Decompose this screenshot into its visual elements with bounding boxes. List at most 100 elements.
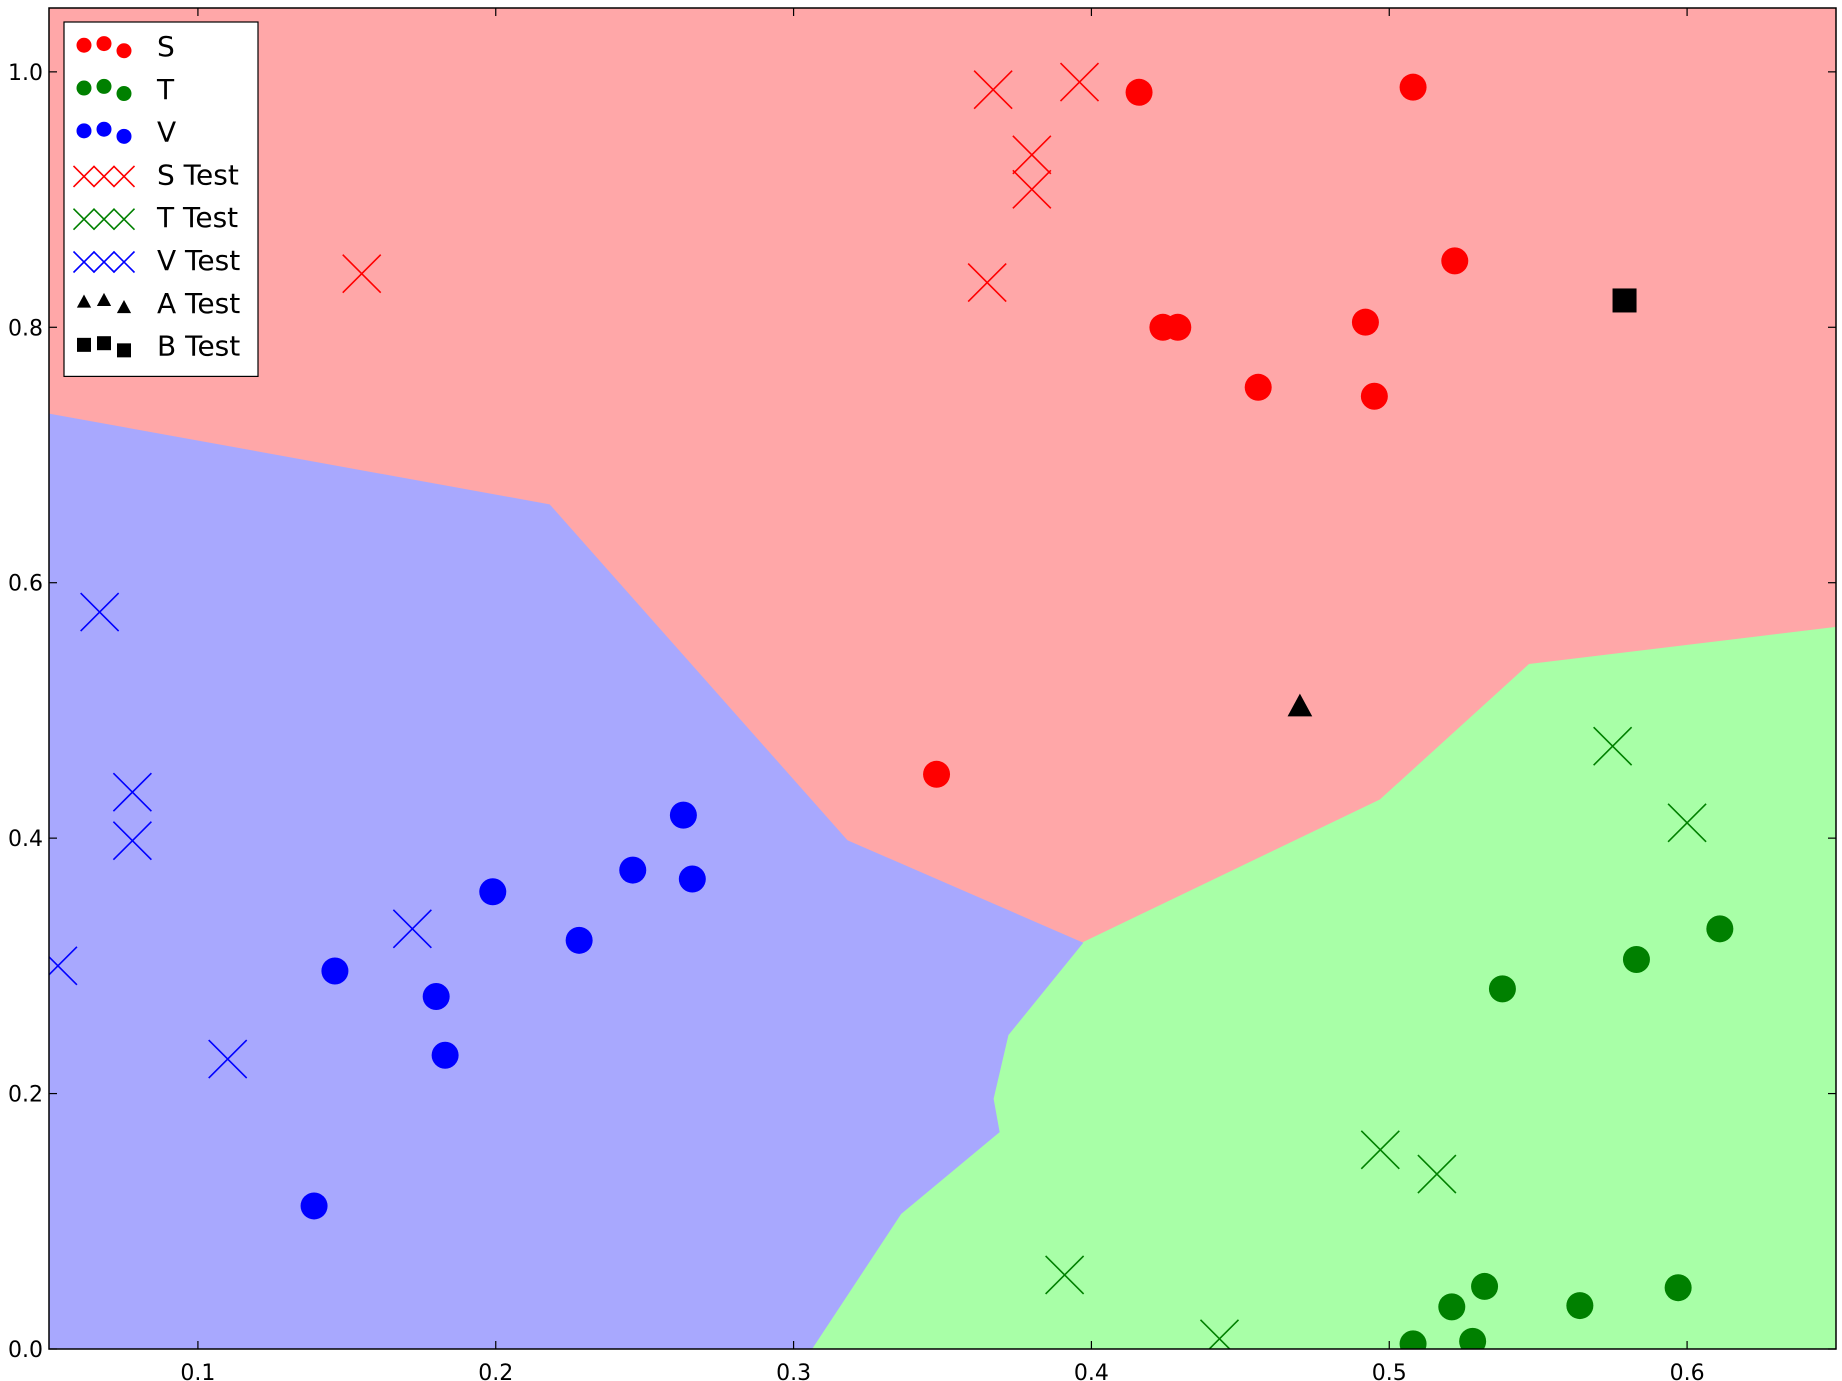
point-t — [1438, 1293, 1466, 1321]
legend-marker-s-test — [92, 165, 116, 188]
legend-marker-a-test — [96, 292, 112, 307]
legend-label-s-test: S Test — [157, 158, 239, 191]
legend-label-v-test: V Test — [157, 244, 240, 277]
point-t-test — [1593, 726, 1633, 766]
point-s — [1441, 247, 1469, 275]
legend-marker-b-test — [117, 343, 131, 358]
point-t — [1706, 915, 1734, 943]
legend-marker-a-test — [76, 294, 92, 308]
y-tick-label: 1.0 — [8, 61, 43, 86]
point-t — [1459, 1327, 1487, 1349]
point-v — [678, 865, 706, 893]
legend-marker-b-test — [97, 336, 111, 351]
legend-marker-b-test — [77, 337, 91, 352]
x-tick-label: 0.3 — [776, 1361, 811, 1381]
legend-label-b-test: B Test — [157, 330, 240, 363]
legend-entry-b-test: B Test — [77, 330, 240, 363]
point-s — [1125, 78, 1153, 106]
legend-marker-s — [116, 43, 132, 59]
x-tick-label: 0.4 — [1074, 1361, 1109, 1381]
point-s — [1244, 373, 1272, 401]
point-t-test — [1667, 803, 1707, 843]
point-t — [1566, 1292, 1594, 1320]
point-s-test — [1012, 135, 1052, 175]
point-s-test — [1012, 169, 1052, 209]
y-tick-label: 0.8 — [8, 316, 43, 341]
axis-ticks: 0.1 0.2 0.3 0.4 0.5 0.6 0.0 0.2 0.4 0.6 0.8 1.0 — [8, 8, 1836, 1381]
point-v-test — [49, 946, 78, 986]
point-v — [565, 926, 593, 954]
legend-marker-t — [76, 80, 92, 96]
point-t — [1488, 975, 1516, 1003]
point-v — [422, 983, 450, 1011]
x-tick-label: 0.6 — [1670, 1361, 1705, 1381]
point-t — [1622, 945, 1650, 973]
legend-marker-v — [116, 128, 132, 144]
point-s — [1399, 73, 1427, 101]
legend-entry-v-test: V Test — [72, 244, 240, 277]
point-v — [300, 1192, 328, 1220]
legend-entry-t-test: T Test — [72, 201, 238, 234]
legend-marker-s-test — [72, 165, 96, 188]
legend-marker-a-test — [116, 300, 132, 314]
point-v — [479, 878, 507, 906]
point-t-test — [1199, 1319, 1240, 1349]
legend-entry-t: T — [76, 73, 175, 106]
legend-label-t: T — [156, 73, 175, 106]
legend-marker-v-test — [72, 250, 96, 274]
legend-entry-s: S — [76, 30, 175, 63]
point-t — [1399, 1330, 1427, 1349]
legend-marker-v — [96, 121, 112, 137]
plot-area-frame — [48, 7, 1837, 1350]
point-b-test — [1612, 288, 1637, 313]
point-a-test — [1287, 693, 1313, 717]
legend-marker-v — [76, 123, 92, 139]
legend-marker-s — [76, 37, 92, 53]
point-v — [321, 957, 349, 985]
x-tick-label: 0.5 — [1372, 1361, 1407, 1381]
legend-marker-t-test — [72, 208, 96, 231]
legend-box — [63, 21, 259, 377]
y-tick-label: 0.0 — [8, 1338, 43, 1363]
legend: STV S Test T Test V Test A Test B Test — [63, 21, 259, 377]
legend-entry-s-test: S Test — [72, 158, 239, 191]
legend-marker-t — [96, 78, 112, 94]
legend-label-s: S — [157, 30, 175, 63]
point-s-test — [342, 254, 382, 294]
legend-marker-t-test — [112, 208, 136, 231]
point-v — [431, 1041, 459, 1069]
point-s-test — [967, 263, 1007, 303]
point-v-test — [392, 909, 432, 949]
y-tick-label: 0.2 — [8, 1083, 43, 1108]
point-s — [1351, 308, 1379, 336]
point-t-test — [1360, 1130, 1400, 1170]
point-s-test — [973, 70, 1013, 110]
point-t — [1471, 1272, 1499, 1300]
x-tick-label: 0.1 — [180, 1361, 215, 1381]
legend-marker-v-test — [112, 250, 136, 274]
legend-marker-t — [116, 86, 132, 102]
point-v-test — [208, 1039, 248, 1079]
point-v — [669, 801, 697, 829]
legend-marker-s-test — [112, 165, 136, 188]
point-s — [1164, 313, 1192, 341]
legend-marker-s — [96, 36, 112, 52]
point-t-test — [1417, 1154, 1457, 1194]
legend-entry-a-test: A Test — [76, 287, 240, 320]
point-v-test — [112, 821, 152, 861]
point-v-test — [112, 772, 152, 812]
point-s — [923, 760, 951, 788]
legend-label-v: V — [157, 116, 176, 149]
y-tick-label: 0.4 — [8, 827, 43, 852]
x-tick-label: 0.2 — [478, 1361, 513, 1381]
point-v — [619, 856, 647, 884]
point-s — [1360, 382, 1388, 410]
legend-entry-v: V — [76, 116, 176, 149]
data-points — [49, 62, 1734, 1349]
legend-marker-v-test — [92, 250, 116, 274]
point-s-test — [1059, 62, 1100, 102]
region-v — [49, 413, 1084, 1349]
point-t — [1664, 1274, 1692, 1302]
point-v-test — [80, 592, 120, 632]
